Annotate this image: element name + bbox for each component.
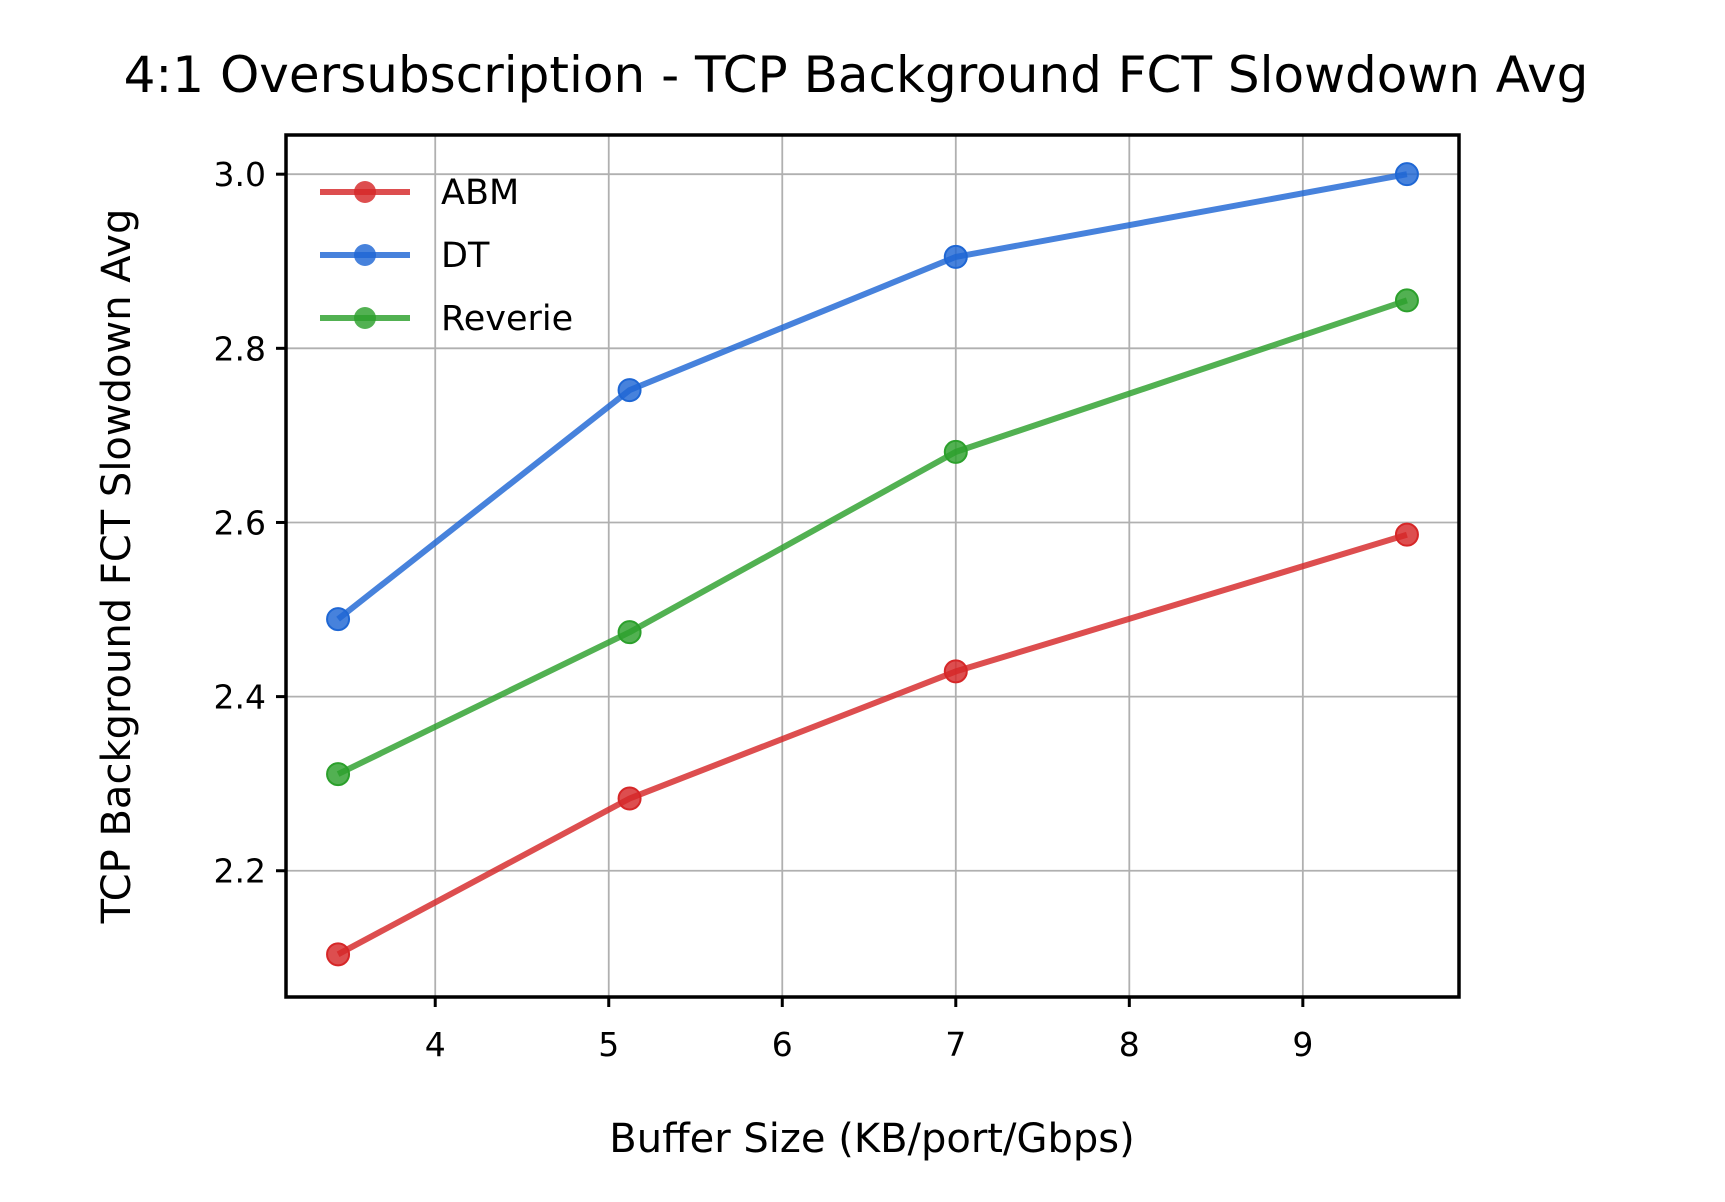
legend: ABM DT Reverie (320, 173, 573, 339)
data-point-reverie (326, 762, 351, 787)
data-point-abm (617, 786, 642, 811)
y-axis-label: TCP Background FCT Slowdown Avg (94, 209, 140, 925)
x-tick-label: 5 (598, 1025, 619, 1064)
series-line-dt (336, 171, 1408, 622)
x-axis-label: Buffer Size (KB/port/Gbps) (609, 1116, 1134, 1162)
plot-frame (284, 133, 1461, 999)
x-tick-label: 4 (425, 1025, 446, 1064)
x-tick-label: 6 (772, 1025, 793, 1064)
data-point-reverie (1394, 288, 1419, 313)
series-reverie (326, 288, 1419, 787)
legend-item-dt: DT (320, 236, 490, 276)
ticks: 4 5 6 7 8 9 2.2 2.4 2.6 2.8 3.0 (214, 155, 1314, 1064)
series-line-abm (336, 531, 1408, 957)
legend-marker (354, 244, 376, 266)
y-tick-label: 2.4 (214, 678, 266, 717)
legend-label: ABM (441, 173, 519, 213)
x-tick-label: 8 (1119, 1025, 1140, 1064)
legend-item-abm: ABM (320, 173, 519, 213)
x-tick-label: 7 (945, 1025, 966, 1064)
series-dt (326, 162, 1419, 632)
data-point-abm (326, 942, 351, 967)
legend-label: Reverie (441, 299, 573, 339)
series-line-reverie (336, 297, 1408, 777)
data-point-dt (617, 378, 642, 403)
data-point-reverie (943, 439, 968, 464)
legend-marker (354, 181, 376, 203)
data-point-dt (1394, 162, 1419, 187)
series-layer (326, 162, 1419, 967)
legend-item-reverie: Reverie (320, 299, 573, 339)
data-point-reverie (617, 620, 642, 645)
series-abm (326, 522, 1419, 967)
legend-label: DT (441, 236, 490, 276)
y-tick-label: 2.2 (214, 852, 266, 891)
y-tick-label: 2.8 (214, 329, 266, 368)
data-point-abm (943, 659, 968, 684)
x-tick-label: 9 (1292, 1025, 1313, 1064)
data-point-dt (943, 244, 968, 269)
y-tick-label: 2.6 (214, 503, 266, 542)
chart-title: 4:1 Oversubscription - TCP Background FC… (124, 46, 1589, 104)
data-point-abm (1394, 522, 1419, 547)
legend-marker (354, 307, 376, 329)
y-tick-label: 3.0 (214, 155, 266, 194)
data-point-dt (326, 607, 351, 632)
